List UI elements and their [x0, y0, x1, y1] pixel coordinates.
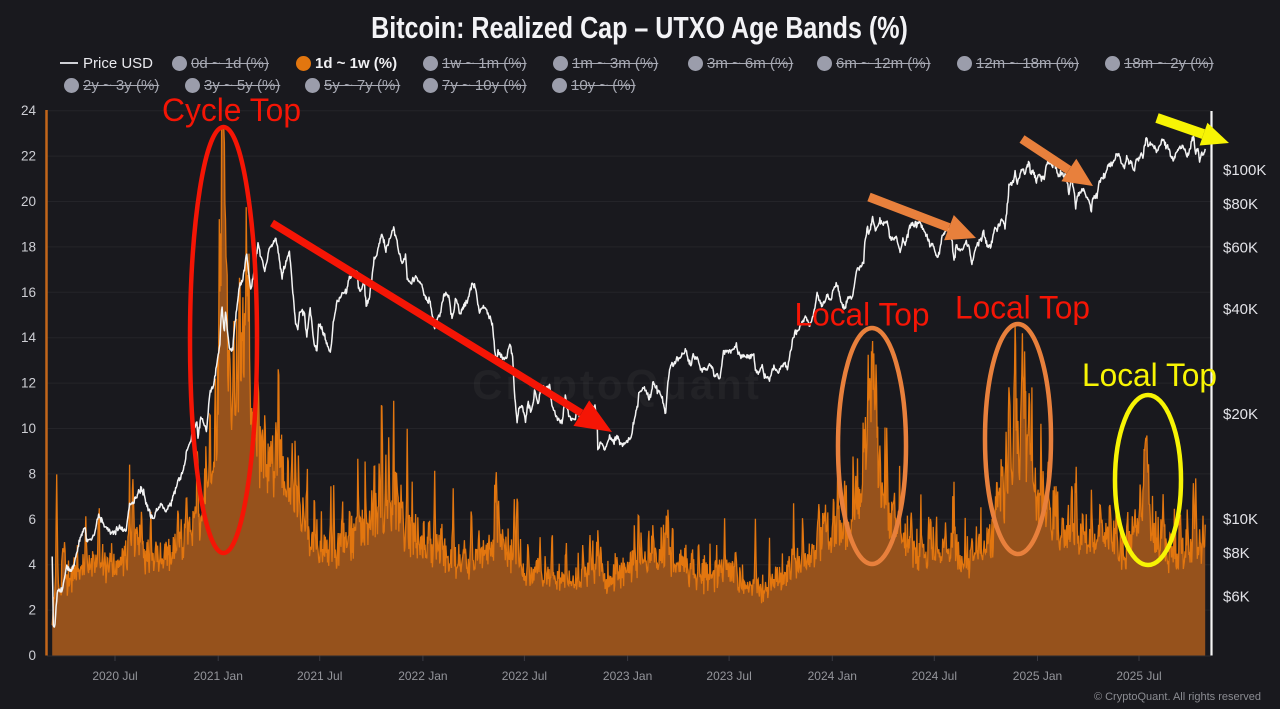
svg-text:Cycle Top: Cycle Top: [162, 92, 301, 128]
svg-text:20: 20: [21, 194, 36, 209]
svg-text:18: 18: [21, 239, 36, 254]
svg-text:2025 Jul: 2025 Jul: [1116, 669, 1161, 683]
svg-text:22: 22: [21, 149, 36, 164]
svg-text:2021 Jul: 2021 Jul: [297, 669, 342, 683]
svg-text:4: 4: [28, 557, 36, 572]
svg-text:2022 Jul: 2022 Jul: [502, 669, 547, 683]
svg-text:16: 16: [21, 285, 36, 300]
svg-text:8: 8: [28, 466, 36, 481]
svg-text:2024 Jan: 2024 Jan: [808, 669, 857, 683]
svg-text:2: 2: [28, 603, 36, 618]
svg-text:14: 14: [21, 330, 37, 345]
svg-text:0: 0: [28, 648, 36, 663]
svg-text:$60K: $60K: [1223, 239, 1258, 256]
svg-text:2022 Jan: 2022 Jan: [398, 669, 447, 683]
svg-text:2020 Jul: 2020 Jul: [92, 669, 137, 683]
svg-text:24: 24: [21, 103, 37, 118]
svg-text:Local Top: Local Top: [955, 290, 1090, 326]
svg-text:2025 Jan: 2025 Jan: [1013, 669, 1062, 683]
svg-text:2023 Jul: 2023 Jul: [706, 669, 751, 683]
svg-text:$40K: $40K: [1223, 301, 1258, 318]
svg-text:CryptoQuant: CryptoQuant: [472, 361, 762, 408]
svg-text:$8K: $8K: [1223, 545, 1250, 562]
svg-text:Local Top: Local Top: [1082, 357, 1217, 393]
svg-text:$10K: $10K: [1223, 511, 1258, 528]
svg-text:$20K: $20K: [1223, 406, 1258, 423]
svg-text:6: 6: [28, 512, 36, 527]
svg-text:2023 Jan: 2023 Jan: [603, 669, 652, 683]
svg-text:12: 12: [21, 376, 36, 391]
svg-text:Local Top: Local Top: [795, 297, 930, 333]
svg-text:10: 10: [21, 421, 36, 436]
svg-text:$100K: $100K: [1223, 162, 1266, 179]
svg-text:2021 Jan: 2021 Jan: [194, 669, 243, 683]
svg-text:2024 Jul: 2024 Jul: [912, 669, 957, 683]
svg-text:$6K: $6K: [1223, 588, 1250, 605]
svg-text:$80K: $80K: [1223, 196, 1258, 213]
